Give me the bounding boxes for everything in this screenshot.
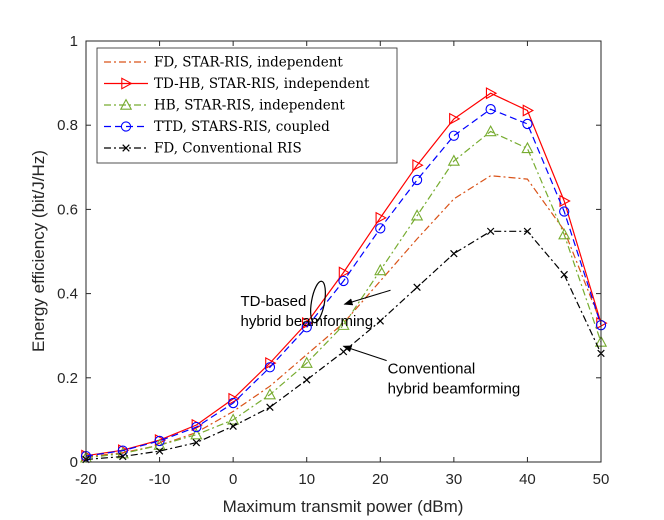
legend-label: TD-HB, STAR-RIS, independent bbox=[154, 76, 370, 92]
data-point bbox=[558, 228, 571, 240]
data-point bbox=[265, 356, 277, 370]
legend-marker bbox=[121, 77, 133, 90]
x-tick-label: -10 bbox=[149, 471, 171, 488]
data-point bbox=[154, 435, 165, 447]
series-line bbox=[85, 175, 602, 458]
data-point bbox=[484, 124, 497, 137]
legend-marker bbox=[119, 98, 133, 110]
legend-label: FD, STAR-RIS, independent bbox=[154, 55, 343, 71]
data-point bbox=[375, 223, 386, 234]
legend-entry: HB, STAR-RIS, independent bbox=[104, 98, 345, 114]
y-tick-label: 0 bbox=[70, 454, 78, 471]
data-point bbox=[155, 447, 164, 455]
x-tick-label: 0 bbox=[229, 471, 237, 488]
data-point bbox=[119, 452, 127, 461]
conventional-annotation-arrow bbox=[342, 345, 387, 362]
data-point bbox=[228, 392, 240, 405]
data-point bbox=[522, 104, 534, 117]
data-point bbox=[485, 87, 498, 100]
data-point bbox=[485, 104, 496, 115]
td-annotation-line: TD-based bbox=[241, 293, 307, 310]
x-tick-label: 20 bbox=[372, 471, 389, 488]
annotations: TD-based hybrid beamforming Conventional… bbox=[241, 280, 521, 398]
data-point bbox=[486, 227, 495, 236]
y-tick-label: 0.6 bbox=[57, 201, 78, 218]
series-line bbox=[85, 130, 602, 459]
data-point bbox=[447, 154, 460, 166]
data-point bbox=[191, 421, 202, 433]
data-point bbox=[559, 206, 570, 217]
data-point bbox=[374, 263, 387, 276]
data-point bbox=[266, 403, 274, 411]
y-tick-label: 1 bbox=[70, 33, 78, 50]
y-axis-label: Energy efficiency (bit/J/Hz) bbox=[29, 150, 48, 352]
data-point bbox=[229, 422, 237, 430]
data-point bbox=[521, 141, 534, 154]
data-point bbox=[412, 159, 424, 172]
data-point bbox=[413, 283, 421, 292]
x-tick-label: 50 bbox=[593, 471, 610, 488]
y-tick-label: 0.2 bbox=[57, 370, 78, 387]
data-point bbox=[117, 445, 128, 456]
data-point bbox=[375, 211, 387, 224]
data-point bbox=[522, 118, 533, 130]
legend-entry: FD, STAR-RIS, independent bbox=[104, 55, 343, 71]
data-point bbox=[523, 227, 532, 236]
ticks-layer: -20 -10 0 10 20 30 40 50 0 0.2 0.4 0.6 0.8 1 bbox=[57, 33, 609, 488]
data-point bbox=[560, 270, 568, 279]
series-line bbox=[85, 108, 602, 457]
data-point bbox=[450, 249, 458, 258]
data-point bbox=[116, 447, 129, 459]
legend-entry: TD-HB, STAR-RIS, independent bbox=[104, 76, 370, 92]
data-point bbox=[192, 438, 201, 447]
x-axis-label: Maximum transmit power (dBm) bbox=[223, 497, 464, 516]
data-point bbox=[300, 356, 313, 368]
data-point bbox=[376, 317, 385, 325]
conventional-annotation: Conventional hybrid beamforming bbox=[388, 361, 521, 398]
data-point bbox=[227, 397, 239, 409]
legend: FD, STAR-RIS, independent TD-HB, STAR-RIS… bbox=[96, 47, 398, 164]
data-point bbox=[227, 413, 240, 425]
legend-label: HB, STAR-RIS, independent bbox=[154, 98, 345, 114]
data-point bbox=[301, 322, 312, 333]
x-tick-label: 10 bbox=[298, 471, 315, 488]
legend-label: FD, Conventional RIS bbox=[154, 141, 302, 157]
x-tick-label: 30 bbox=[446, 471, 463, 488]
legend-entry: TTD, STARS-RIS, coupled bbox=[104, 119, 330, 135]
td-group-ellipse bbox=[310, 280, 326, 324]
data-point bbox=[264, 362, 276, 373]
y-tick-label: 0.8 bbox=[57, 117, 78, 134]
data-point bbox=[449, 112, 461, 126]
td-annotation-arrow bbox=[343, 289, 391, 306]
td-annotation: TD-based hybrid beamforming bbox=[241, 293, 374, 330]
data-point bbox=[263, 388, 277, 400]
data-point bbox=[302, 376, 311, 384]
data-point bbox=[410, 209, 424, 221]
y-tick-label: 0.4 bbox=[57, 286, 78, 303]
data-point bbox=[448, 130, 460, 141]
data-point bbox=[411, 174, 423, 186]
data-point bbox=[338, 266, 351, 279]
legend-entry: FD, Conventional RIS bbox=[104, 141, 302, 157]
x-tick-label: 40 bbox=[519, 471, 536, 488]
conventional-annotation-line: hybrid beamforming bbox=[388, 381, 521, 398]
td-annotation-line: hybrid beamforming bbox=[241, 313, 374, 330]
conventional-annotation-line: Conventional bbox=[388, 361, 476, 378]
series-1 bbox=[85, 175, 602, 458]
series-line bbox=[85, 92, 602, 457]
legend-label: TTD, STARS-RIS, coupled bbox=[154, 119, 330, 135]
legend-marker bbox=[120, 121, 132, 132]
data-point bbox=[190, 428, 203, 440]
plot-frame bbox=[85, 40, 602, 463]
x-tick-label: -20 bbox=[75, 471, 97, 488]
series-4 bbox=[80, 104, 607, 462]
data-point bbox=[338, 275, 349, 287]
legend-marker bbox=[122, 144, 130, 152]
legend-box bbox=[96, 47, 398, 164]
data-point bbox=[337, 318, 350, 330]
